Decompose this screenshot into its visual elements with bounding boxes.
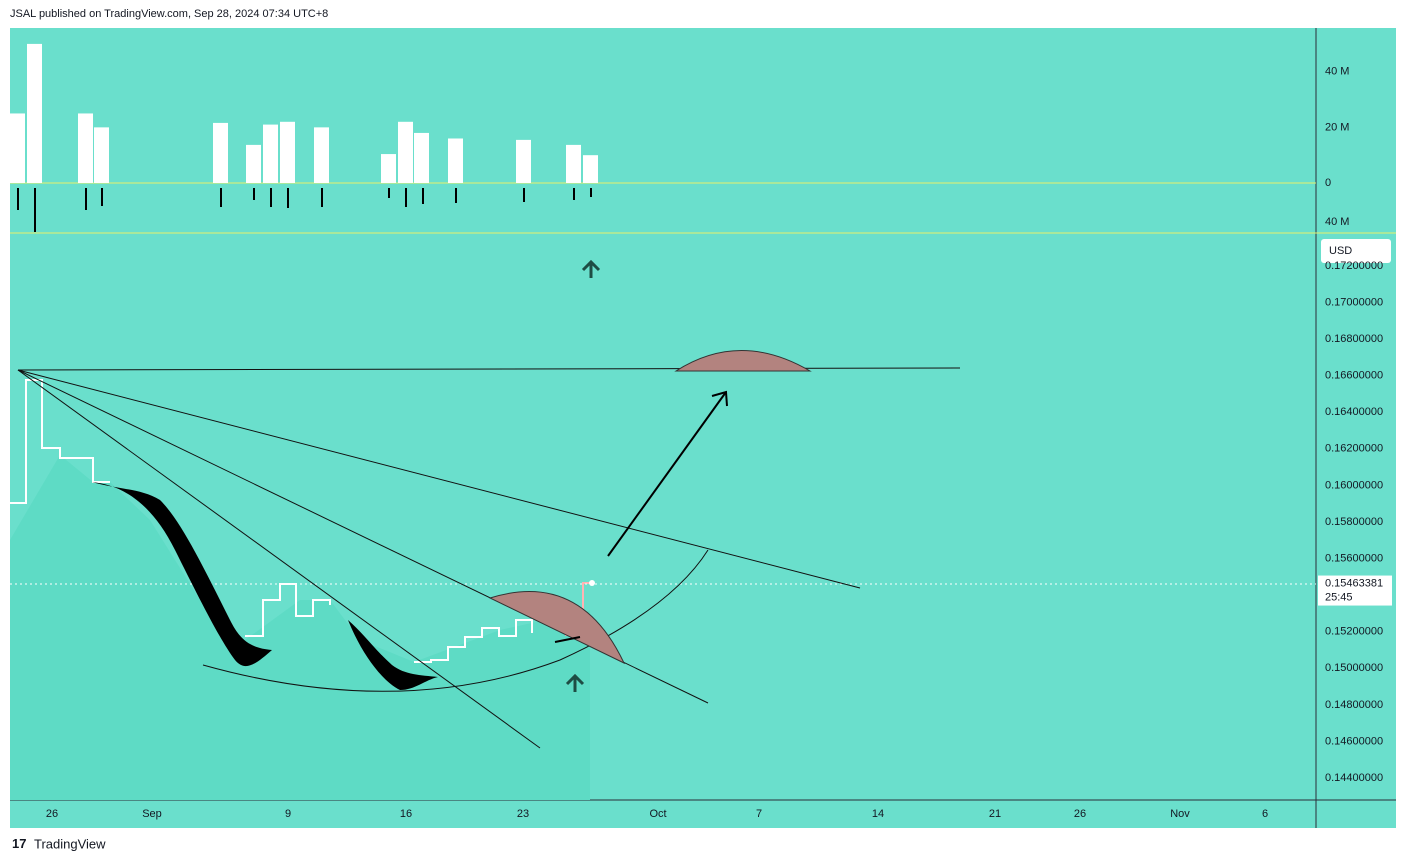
price-tick-label: 0.16000000	[1325, 479, 1383, 491]
price-tick-label: 0.15600000	[1325, 552, 1383, 564]
x-tick-label: Nov	[1170, 808, 1190, 820]
price-line	[10, 379, 110, 504]
footer-brand: TradingView	[34, 836, 106, 851]
last-price: 0.15463381	[1325, 577, 1383, 589]
volume-bar	[27, 43, 42, 184]
arc-shape	[674, 350, 812, 372]
volume-bar	[566, 144, 581, 183]
price-tick-label: 0.15800000	[1325, 516, 1383, 528]
price-tick-label: 0.14600000	[1325, 735, 1383, 747]
forecast-arrow	[607, 390, 728, 557]
volume-bar	[280, 121, 295, 183]
price-tick-label: 0.15000000	[1325, 662, 1383, 674]
volume-tick-label: 0	[1325, 177, 1331, 189]
x-tick-label: 26	[46, 808, 58, 820]
price-area	[10, 455, 590, 800]
volume-bar	[213, 122, 228, 183]
last-price-box	[1318, 575, 1392, 606]
price-tick-label: 0.15200000	[1325, 626, 1383, 638]
volume-lower-label: 40 M	[1325, 216, 1349, 228]
volume-bar	[94, 127, 109, 183]
price-tick-label: 0.16600000	[1325, 370, 1383, 382]
brush-stroke	[92, 482, 272, 667]
x-tick-label: 21	[989, 808, 1001, 820]
price-tick-label: 0.16400000	[1325, 406, 1383, 418]
x-tick-label: 7	[756, 808, 762, 820]
x-tick-label: 6	[1262, 808, 1268, 820]
volume-tick-label: 40 M	[1325, 66, 1349, 78]
price-tick-label: 0.16800000	[1325, 333, 1383, 345]
arc-shape	[488, 591, 626, 665]
header: JSAL published on TradingView.com, Sep 2…	[10, 8, 328, 20]
volume-bar	[263, 124, 278, 183]
currency: USD	[1329, 245, 1352, 257]
volume-bar	[381, 154, 396, 183]
up-arrow	[565, 259, 601, 692]
brush-stroke	[348, 620, 438, 690]
x-tick-label: Oct	[649, 808, 666, 820]
arc-shape	[554, 636, 581, 643]
price-line	[414, 619, 533, 663]
price-tick-label: 0.17000000	[1325, 296, 1383, 308]
volume-bar	[398, 121, 413, 183]
price-tick-label: 0.17200000	[1325, 260, 1383, 272]
x-tick-label: 14	[872, 808, 884, 820]
currency-box[interactable]	[1321, 239, 1391, 263]
volume-bar	[583, 155, 598, 183]
countdown: 25:45	[1325, 591, 1353, 603]
footer-logo: ⁠17	[12, 836, 26, 851]
volume-bar	[414, 132, 429, 183]
volume-tick-label: 20 M	[1325, 121, 1349, 133]
volume-bar	[10, 113, 25, 183]
volume-bar	[314, 127, 329, 183]
x-tick-label: 26	[1074, 808, 1086, 820]
volume-bar	[246, 144, 261, 183]
x-tick-label: Sep	[142, 808, 162, 820]
lower-histogram	[17, 188, 592, 232]
x-tick-label: 16	[400, 808, 412, 820]
price-tick-label: 0.14800000	[1325, 699, 1383, 711]
price-tick-label: 0.14400000	[1325, 772, 1383, 784]
volume-bar	[448, 138, 463, 183]
x-tick-label: 9	[285, 808, 291, 820]
x-tick-label: 23	[517, 808, 529, 820]
volume-bar	[516, 139, 531, 183]
last-point	[589, 580, 595, 586]
price-tick-label: 0.16200000	[1325, 443, 1383, 455]
volume-bar	[78, 113, 93, 183]
